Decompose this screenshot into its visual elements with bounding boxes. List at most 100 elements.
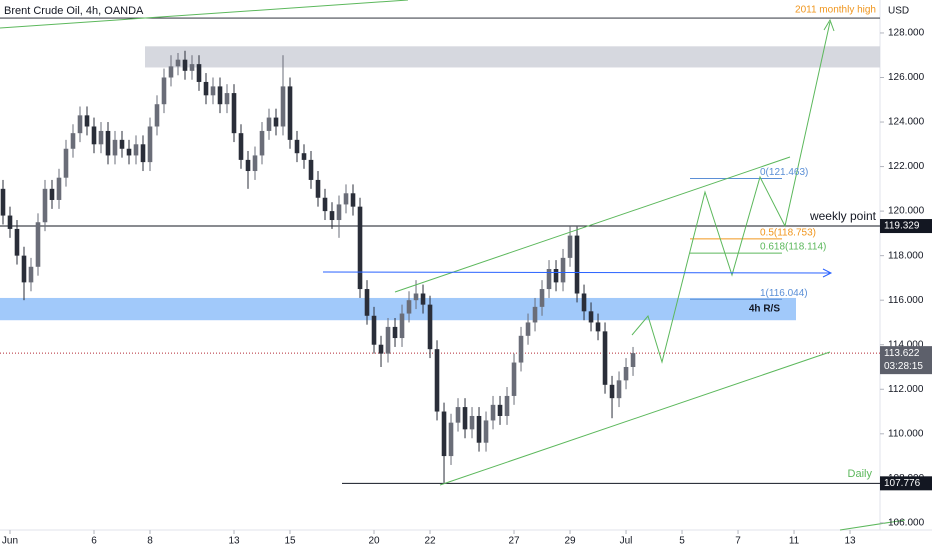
candle-body [567, 235, 573, 258]
candle-body [14, 228, 20, 256]
candle-body [140, 144, 146, 163]
candle-body [448, 422, 454, 457]
x-tick-label: 7 [735, 536, 741, 547]
candle-body [315, 179, 321, 198]
x-tick-label: 29 [564, 536, 576, 547]
candle-body [623, 366, 629, 381]
candle-body [154, 104, 160, 127]
x-tick-label: 27 [508, 536, 520, 547]
candle-body [385, 326, 391, 354]
y-tick-label: 120.000 [888, 206, 925, 217]
candle-body [560, 257, 566, 283]
y-tick-label: 106.000 [888, 518, 925, 529]
x-tick-label: 20 [368, 536, 380, 547]
candle-body [357, 206, 363, 290]
candle-body [350, 193, 356, 207]
price-axis [880, 0, 932, 550]
x-tick-label: 15 [284, 536, 296, 547]
candle-body [28, 266, 34, 283]
candle-body [343, 193, 349, 205]
x-tick-label: 6 [91, 536, 97, 547]
level-price: 107.776 [884, 478, 921, 489]
channel-lower [439, 351, 831, 486]
candle-body [539, 289, 545, 307]
candle-body [70, 133, 76, 149]
candle-body [336, 204, 342, 221]
y-tick-label: 112.000 [888, 384, 924, 395]
candle-body [574, 235, 580, 294]
candle-body [84, 115, 90, 127]
candle-body [245, 159, 251, 172]
candle-body [308, 159, 314, 180]
drawings [0, 0, 906, 531]
chart-title: Brent Crude Oil, 4h, OANDA [4, 5, 144, 17]
level-box [880, 476, 932, 491]
trend-line [839, 519, 906, 531]
candle-body [56, 177, 62, 200]
fib-label: 0.5(118.753) [760, 228, 816, 239]
y-tick-label: 126.000 [888, 72, 925, 83]
candle-body [371, 315, 377, 345]
zone [145, 46, 880, 68]
candle-body [532, 306, 538, 323]
level-name: weekly point [809, 209, 877, 223]
candle-body [469, 415, 475, 430]
candle-body [203, 81, 209, 96]
last-price-box [880, 346, 932, 375]
candle-body [553, 269, 559, 283]
candle-body [287, 86, 293, 140]
candle-body [483, 420, 489, 443]
candle-body [77, 115, 83, 134]
y-tick-label: 124.000 [888, 117, 925, 128]
candle-body [98, 130, 104, 145]
level-name: Daily [848, 468, 873, 480]
y-tick-label: 116.000 [888, 295, 924, 306]
candle-body [21, 255, 27, 283]
candle-body [196, 64, 202, 82]
x-tick-label: 8 [147, 536, 153, 547]
candle-body [273, 117, 279, 127]
candle-body [581, 293, 587, 312]
channel-upper [394, 156, 791, 293]
candle-body [252, 155, 258, 172]
candle-body [329, 211, 335, 221]
candle-body [35, 222, 41, 267]
candle-body [280, 86, 286, 127]
blue-arrow [822, 268, 833, 278]
candle-body [238, 133, 244, 160]
candle-body [364, 289, 370, 316]
candle-body [0, 188, 6, 216]
candle-body [420, 293, 426, 305]
candle-body [119, 139, 125, 149]
candle-body [91, 126, 97, 145]
y-tick-label: 128.000 [888, 28, 925, 39]
candle-body [301, 153, 307, 160]
candle-body [630, 353, 636, 367]
level-price: 119.329 [884, 221, 920, 232]
candle-body [7, 215, 13, 229]
zone-label: 4h R/S [749, 304, 780, 315]
candle-body [455, 407, 461, 423]
projection-path [631, 21, 831, 364]
candle-body [616, 380, 622, 399]
trend-line [0, 0, 409, 29]
candle-body [497, 404, 503, 416]
candle-body [490, 404, 496, 421]
last-price: 113.622 [884, 348, 920, 359]
y-tick-label: 122.000 [888, 161, 925, 172]
candle-body [476, 415, 482, 443]
currency: USD [888, 6, 909, 17]
candle-body [224, 93, 230, 105]
candle-body [434, 349, 440, 412]
candle-body [609, 384, 615, 399]
candle-body [462, 407, 468, 430]
candle-body [49, 188, 55, 200]
candle-body [231, 93, 237, 134]
candle-body [42, 188, 48, 223]
candle-body [511, 362, 517, 396]
candle-body [322, 197, 328, 212]
candle-body [595, 322, 601, 332]
candle-body [399, 313, 405, 339]
y-tick-label: 118.000 [888, 250, 924, 261]
